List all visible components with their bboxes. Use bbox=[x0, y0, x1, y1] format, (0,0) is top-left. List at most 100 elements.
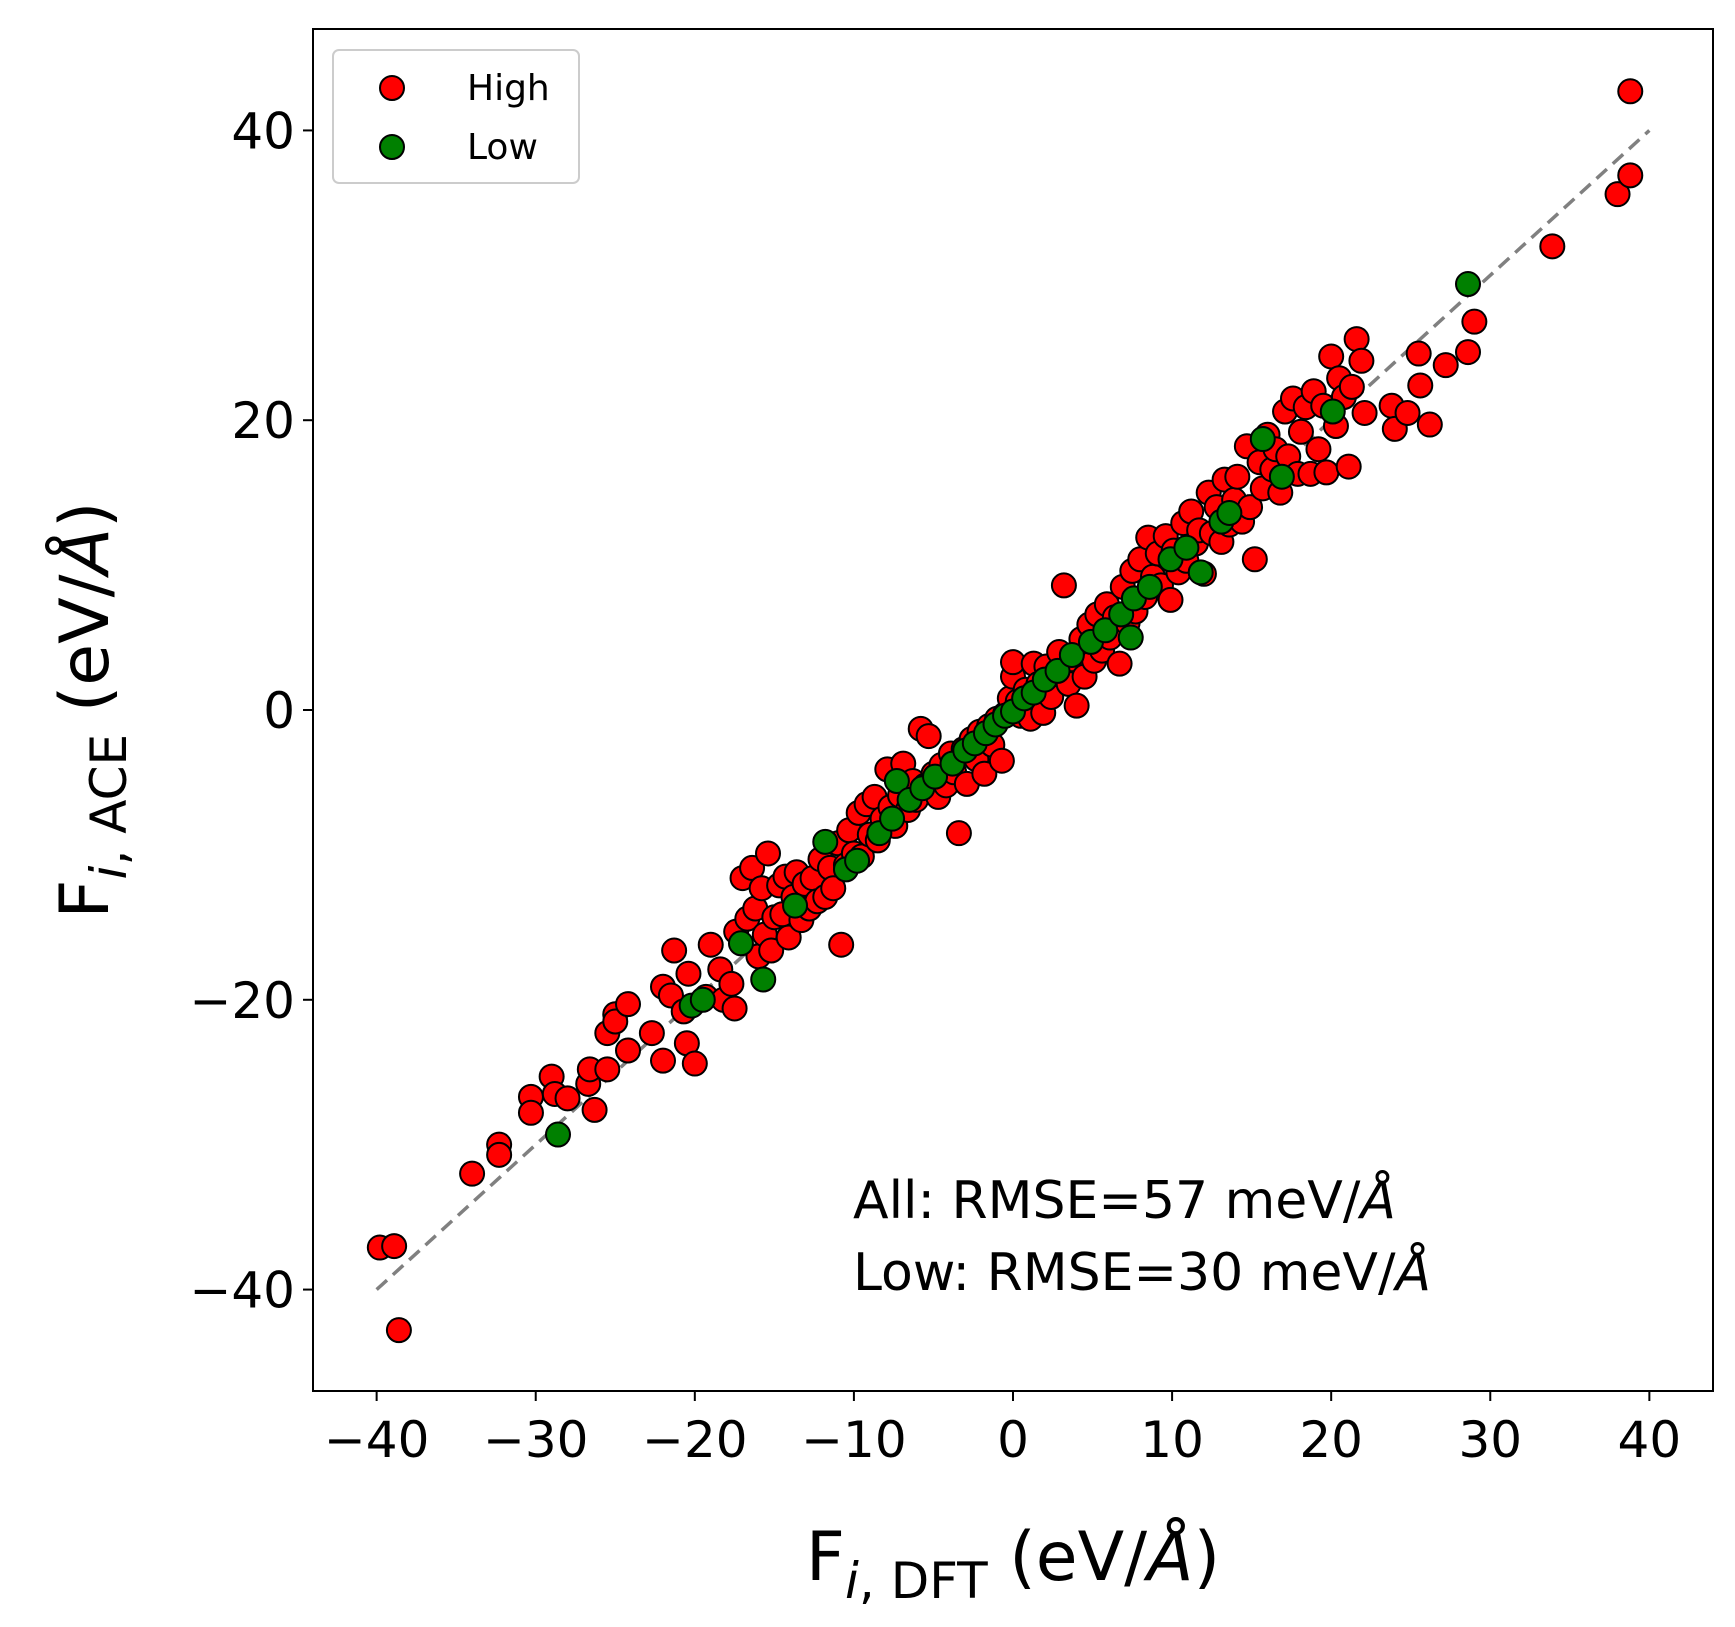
data-point-low bbox=[1092, 617, 1119, 644]
data-point-high bbox=[1157, 586, 1184, 613]
data-point-high bbox=[1335, 453, 1362, 480]
data-point-high bbox=[650, 1047, 676, 1074]
data-point-high bbox=[615, 1037, 641, 1064]
data-point-low bbox=[1187, 559, 1214, 586]
data-point-low bbox=[727, 930, 754, 957]
y-tick-label: −20 bbox=[189, 972, 295, 1030]
data-point-low bbox=[545, 1121, 571, 1148]
data-point-high bbox=[1287, 418, 1314, 445]
x-tick-label: 20 bbox=[1299, 1411, 1363, 1469]
data-point-high bbox=[718, 970, 745, 997]
data-point-high bbox=[758, 937, 785, 964]
data-point-high bbox=[661, 937, 688, 964]
data-point-high bbox=[1351, 399, 1378, 426]
rmse-low-text: Low: RMSE=30 meV/Å bbox=[853, 1241, 1431, 1303]
data-point-high bbox=[1617, 78, 1644, 105]
data-point-high bbox=[945, 820, 972, 847]
data-point-high bbox=[1394, 399, 1421, 426]
data-point-high bbox=[554, 1085, 581, 1112]
axis-ticks: −40 −30 −20 −10 0 10 20 30 40 −40 −20 0 20 40 bbox=[189, 102, 1681, 1469]
data-point-high bbox=[915, 723, 942, 750]
data-point-low bbox=[879, 805, 906, 832]
data-point-low bbox=[1249, 426, 1276, 453]
x-tick-label: 30 bbox=[1458, 1411, 1522, 1469]
data-point-low bbox=[883, 767, 910, 794]
data-point-high bbox=[1432, 352, 1459, 379]
x-tick-label: −30 bbox=[483, 1411, 589, 1469]
data-point-low bbox=[922, 763, 949, 790]
data-point-high bbox=[988, 747, 1015, 774]
data-point-low bbox=[812, 828, 839, 855]
y-tick-label: 20 bbox=[231, 392, 295, 450]
y-tick-label: 0 bbox=[263, 682, 295, 740]
data-point-high bbox=[1338, 373, 1365, 400]
data-point-high bbox=[381, 1233, 408, 1260]
data-point-high bbox=[1455, 339, 1481, 366]
legend-marker-low bbox=[379, 134, 405, 160]
data-point-low bbox=[1058, 641, 1085, 668]
data-point-high bbox=[1106, 650, 1133, 677]
x-tick-label: 0 bbox=[997, 1411, 1029, 1469]
data-point-high bbox=[1461, 308, 1488, 335]
data-point-high bbox=[1305, 436, 1332, 463]
data-point-high bbox=[1050, 572, 1077, 599]
data-point-low bbox=[844, 847, 871, 874]
data-point-low bbox=[782, 892, 809, 919]
data-point-high bbox=[1617, 162, 1644, 189]
data-point-high bbox=[681, 1050, 708, 1077]
data-point-high bbox=[1405, 340, 1432, 367]
y-tick-label: 40 bbox=[231, 102, 295, 160]
data-point-high bbox=[486, 1141, 513, 1168]
data-point-high bbox=[1604, 181, 1631, 208]
data-point-low bbox=[750, 966, 777, 993]
data-point-low bbox=[1216, 499, 1243, 526]
data-point-high bbox=[820, 875, 847, 902]
x-tick-label: −10 bbox=[801, 1411, 907, 1469]
data-point-high bbox=[581, 1096, 608, 1123]
data-point-high bbox=[1407, 372, 1434, 399]
data-point-high bbox=[755, 840, 781, 867]
rmse-all-text: All: RMSE=57 meV/Å bbox=[853, 1169, 1396, 1231]
data-point-high bbox=[1343, 326, 1370, 353]
data-point-high bbox=[602, 1008, 629, 1035]
data-point-high bbox=[594, 1056, 621, 1083]
data-point-high bbox=[459, 1160, 486, 1187]
data-point-high bbox=[1318, 343, 1345, 370]
legend-label-low: Low bbox=[467, 127, 538, 168]
y-axis-title: Fi, ACE (eV/Å) bbox=[44, 501, 138, 918]
data-point-low bbox=[689, 986, 716, 1013]
data-point-low bbox=[1319, 398, 1346, 425]
data-point-high bbox=[1063, 692, 1090, 719]
series-low bbox=[545, 271, 1481, 1148]
data-point-high bbox=[697, 931, 724, 958]
data-point-low bbox=[1268, 463, 1295, 490]
x-tick-label: −20 bbox=[642, 1411, 748, 1469]
legend-marker-high bbox=[379, 75, 405, 101]
data-point-low bbox=[1455, 271, 1481, 298]
data-point-high bbox=[615, 991, 641, 1018]
data-point-high bbox=[721, 995, 748, 1022]
legend-label-high: High bbox=[467, 68, 550, 109]
data-point-high bbox=[1241, 546, 1268, 573]
data-point-high bbox=[675, 960, 702, 987]
data-point-low bbox=[1136, 573, 1163, 600]
data-point-low bbox=[1173, 534, 1200, 561]
y-tick-label: −40 bbox=[189, 1262, 295, 1320]
x-tick-label: 10 bbox=[1140, 1411, 1204, 1469]
data-points bbox=[366, 78, 1644, 1344]
data-point-high bbox=[1348, 347, 1375, 374]
data-point-high bbox=[638, 1020, 665, 1047]
data-point-low bbox=[1117, 624, 1144, 651]
rmse-annotation: All: RMSE=57 meV/Å Low: RMSE=30 meV/Å bbox=[853, 1169, 1431, 1303]
x-axis-title: Fi, DFT (eV/Å) bbox=[806, 1516, 1220, 1610]
x-tick-label: 40 bbox=[1618, 1411, 1682, 1469]
x-tick-label: −40 bbox=[324, 1411, 430, 1469]
data-point-high bbox=[1416, 411, 1443, 438]
data-point-high bbox=[385, 1317, 412, 1344]
legend: High Low bbox=[332, 49, 580, 184]
data-point-high bbox=[828, 931, 855, 958]
data-point-high bbox=[775, 924, 802, 951]
data-point-high bbox=[1539, 233, 1566, 260]
data-point-high bbox=[1313, 459, 1340, 486]
